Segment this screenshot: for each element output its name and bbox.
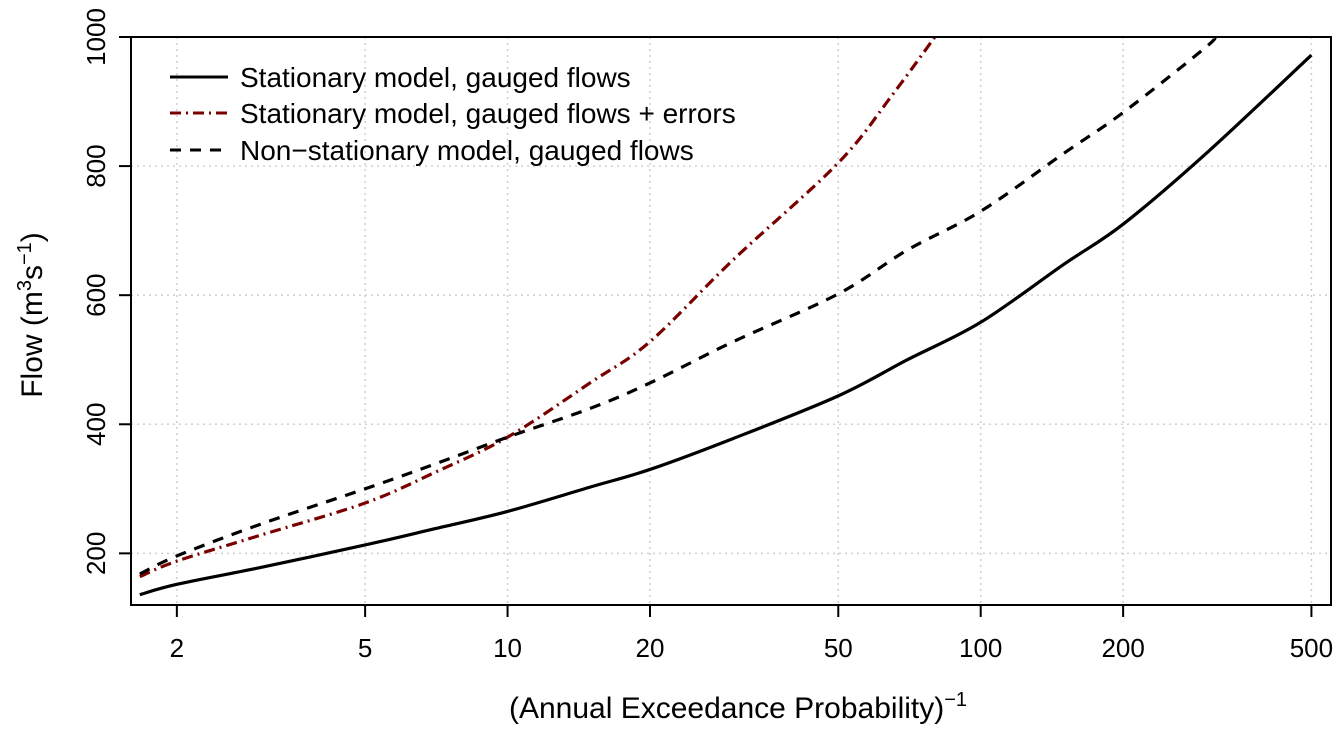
x-axis-title: (Annual Exceedance Probability)−1 <box>509 689 967 725</box>
y-tick-label: 400 <box>81 403 111 446</box>
x-tick-label: 50 <box>824 633 853 663</box>
legend: Stationary model, gauged flows Stationar… <box>170 62 736 166</box>
x-axis: 2 5 10 20 50 100 200 500 <box>170 605 1333 663</box>
legend-label-stationary-errors: Stationary model, gauged flows + errors <box>240 98 736 129</box>
y-tick-label: 200 <box>81 532 111 575</box>
plot-frame <box>130 36 1332 606</box>
y-tick-label: 800 <box>81 144 111 187</box>
series-line-stationary <box>139 53 1313 597</box>
series-line-stationary-errors <box>139 36 937 579</box>
legend-label-nonstationary: Non−stationary model, gauged flows <box>240 135 694 166</box>
y-axis: 200 400 600 800 1000 <box>81 8 131 575</box>
y-tick-label: 600 <box>81 273 111 316</box>
y-axis-title-sup2: −1 <box>14 242 36 265</box>
x-tick-label: 10 <box>493 633 522 663</box>
y-axis-title-suffix: ) <box>16 232 49 242</box>
y-tick-label: 1000 <box>81 8 111 66</box>
x-tick-label: 500 <box>1290 633 1333 663</box>
x-tick-label: 200 <box>1101 633 1144 663</box>
series-line-nonstationary <box>139 35 1217 576</box>
x-tick-label: 5 <box>358 633 372 663</box>
x-tick-label: 100 <box>959 633 1002 663</box>
y-axis-title: Flow (m3s−1) <box>14 232 49 398</box>
x-tick-label: 20 <box>636 633 665 663</box>
x-axis-title-main: (Annual Exceedance Probability) <box>509 692 944 725</box>
x-tick-label: 2 <box>170 633 184 663</box>
series-layer <box>139 35 1313 597</box>
legend-label-stationary: Stationary model, gauged flows <box>240 62 631 93</box>
y-axis-title-prefix: Flow (m <box>16 291 49 398</box>
x-axis-title-sup: −1 <box>944 689 967 711</box>
y-axis-title-sup1: 3 <box>14 280 36 291</box>
y-axis-title-mid: s <box>16 265 49 280</box>
